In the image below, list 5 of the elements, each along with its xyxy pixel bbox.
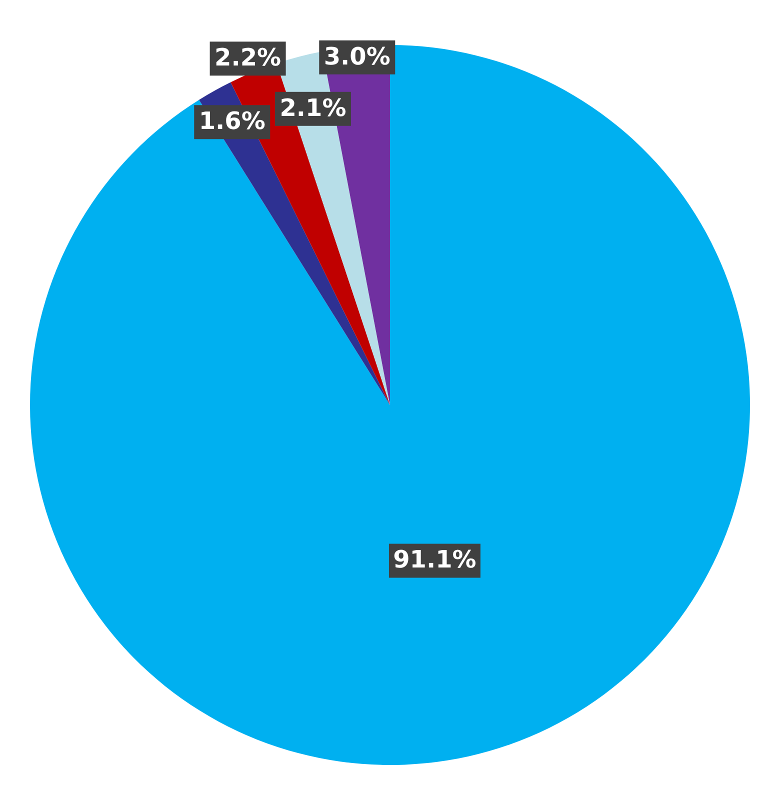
data-label: 1.6%: [198, 107, 266, 136]
data-label: 2.2%: [214, 44, 282, 72]
data-label: 91.1%: [393, 546, 476, 574]
data-label: 3.0%: [324, 42, 390, 70]
data-label: 2.1%: [280, 94, 346, 122]
